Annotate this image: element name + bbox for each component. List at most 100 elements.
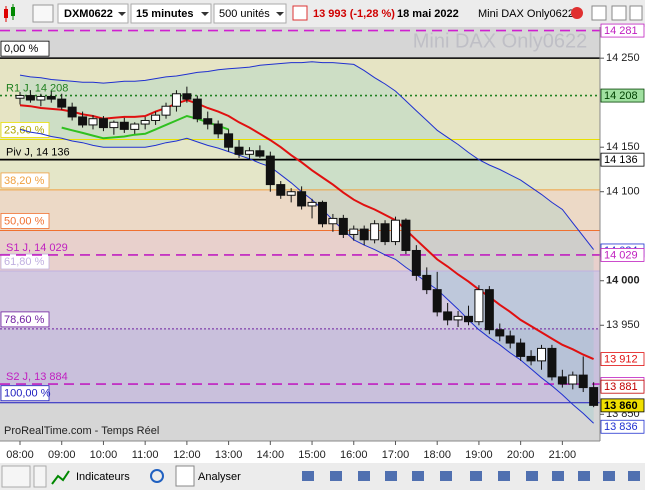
candle-body (46, 95, 56, 100)
watermark: Mini DAX Only0622 (413, 30, 588, 52)
dropdown-arrow (276, 12, 284, 16)
fib-label-box (0, 253, 50, 270)
candle-body (516, 342, 526, 357)
candle-body (370, 223, 380, 241)
icon[interactable] (629, 5, 643, 21)
candle-body (557, 376, 567, 385)
icon[interactable] (571, 7, 583, 19)
candle-body (380, 223, 390, 243)
y-tick-label: 14 150 (606, 141, 640, 153)
pivot-label: R1 J, 14 208 (6, 82, 68, 94)
candle-body (25, 95, 35, 101)
alert-icon[interactable] (292, 5, 308, 21)
fib-zone (0, 230, 600, 272)
candle-body (453, 315, 463, 321)
button[interactable] (33, 465, 47, 488)
y-tick-label: 14 100 (606, 186, 640, 198)
icon[interactable] (470, 471, 482, 481)
fib-zone (0, 139, 600, 190)
candle-body (244, 150, 254, 155)
price-tag (600, 352, 645, 366)
price-tag-label: 13 836 (604, 421, 638, 433)
price-tag (600, 419, 645, 434)
fib-label-box (0, 40, 50, 57)
analyze-button[interactable]: Analyser (198, 471, 241, 483)
candle-body (390, 219, 400, 243)
icon[interactable] (578, 471, 590, 481)
indicator-line (19, 98, 594, 361)
candle-body (484, 289, 494, 331)
candle-body (255, 150, 265, 157)
candle-body (349, 228, 359, 235)
icon[interactable] (552, 471, 564, 481)
candle-body (192, 98, 202, 120)
units-box[interactable] (213, 3, 287, 24)
icon[interactable] (358, 471, 370, 481)
button[interactable] (32, 4, 54, 23)
candle-body (286, 191, 296, 196)
x-tick-label: 14:00 (257, 449, 285, 461)
candle-body (140, 119, 150, 125)
y-tick-label: 14 000 (606, 275, 640, 287)
y-tick-label: 14 250 (606, 52, 640, 64)
pivot-label: S1 J, 14 029 (6, 242, 68, 254)
candle-body (119, 121, 129, 130)
fib-label-box (0, 122, 50, 138)
icon[interactable] (611, 5, 627, 21)
icon[interactable] (330, 471, 342, 481)
candle-body (161, 105, 171, 116)
price-tag (600, 23, 645, 38)
candle-body (432, 289, 442, 313)
icon[interactable] (385, 471, 397, 481)
indicator-line (61, 114, 229, 140)
candle-body (317, 201, 327, 225)
period-box[interactable] (130, 3, 212, 24)
candle-body (57, 98, 67, 108)
candle-body (67, 106, 77, 118)
indicators-button[interactable]: Indicateurs (76, 471, 130, 483)
candle-body (130, 123, 140, 130)
y-tick-label: 13 950 (606, 319, 640, 331)
price-tag-label: 13 912 (604, 353, 638, 365)
fib-label: 61,80 % (4, 256, 45, 268)
icon[interactable] (526, 471, 538, 481)
icon[interactable] (628, 471, 640, 481)
fib-label: 38,20 % (4, 175, 45, 187)
candle-body (234, 146, 244, 155)
fib-label-box (0, 172, 50, 189)
icon[interactable] (591, 5, 607, 21)
units: 500 unités (219, 8, 270, 20)
x-tick-label: 10:00 (90, 449, 118, 461)
chart-type-icon[interactable] (4, 4, 15, 22)
candle-body (401, 219, 411, 251)
date: 18 mai 2022 (397, 8, 459, 20)
fib-label: 100,00 % (4, 388, 51, 400)
candle-body (224, 133, 234, 148)
price-tag-label: 13 860 (604, 400, 638, 412)
candle-body (537, 347, 546, 362)
candle-body (98, 118, 108, 129)
candle-body (88, 118, 98, 126)
icon[interactable] (175, 465, 195, 487)
x-tick-label: 08:00 (6, 449, 34, 461)
candle-body (411, 249, 421, 276)
candle-body (36, 95, 46, 101)
candle-body (422, 274, 432, 291)
fib-label-box (0, 385, 50, 402)
price-tag-label: 14 281 (604, 25, 638, 37)
candle-body (307, 201, 317, 207)
candle-body (213, 123, 223, 135)
symbol-box[interactable] (57, 3, 129, 24)
period: 15 minutes (136, 8, 193, 20)
fib-label-box (0, 213, 50, 229)
button[interactable] (1, 465, 31, 488)
icon[interactable] (412, 471, 424, 481)
icon[interactable] (302, 471, 314, 481)
icon[interactable] (440, 471, 452, 481)
candle-body (182, 93, 192, 100)
x-tick-label: 11:00 (132, 449, 159, 461)
price-tag (600, 152, 645, 167)
navigation-icons (302, 471, 640, 481)
icon[interactable] (603, 471, 615, 481)
icon[interactable] (498, 471, 510, 481)
